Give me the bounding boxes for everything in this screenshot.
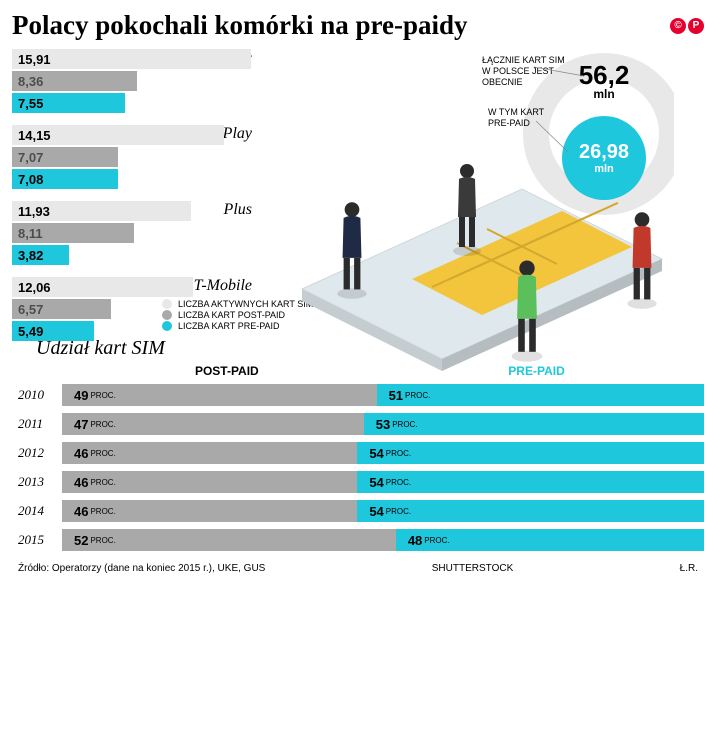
publisher-logo: © P: [670, 18, 704, 34]
bar-value: 14,15: [18, 128, 51, 143]
bar-prepaid: 7,55: [12, 93, 125, 113]
bar-value: 3,82: [18, 248, 43, 263]
bar-postpaid: 8,36: [12, 71, 137, 91]
bar-value: 8,36: [18, 74, 43, 89]
svg-text:PRE-PAID: PRE-PAID: [488, 118, 530, 128]
bar-value: 7,08: [18, 172, 43, 187]
operator-block: Play14,157,077,08: [12, 125, 252, 189]
share-bar-pre: 54PROC.: [357, 442, 704, 464]
bar-total: 14,15: [12, 125, 224, 145]
share-bar-post: 47PROC.: [62, 413, 364, 435]
svg-text:OBECNIE: OBECNIE: [482, 77, 523, 87]
logo-right: P: [688, 18, 704, 34]
share-bar-post: 46PROC.: [62, 442, 357, 464]
bar-prepaid: 7,08: [12, 169, 118, 189]
share-row: 201552PROC.48PROC.: [12, 527, 704, 553]
share-bar-post: 46PROC.: [62, 471, 357, 493]
footer-source: Źródło: Operatorzy (dane na koniec 2015 …: [18, 563, 265, 574]
share-year: 2010: [12, 387, 62, 403]
svg-text:56,2: 56,2: [579, 60, 630, 90]
svg-text:ŁĄCZNIE KART SIM: ŁĄCZNIE KART SIM: [482, 55, 565, 65]
svg-text:W POLSCE JEST: W POLSCE JEST: [482, 66, 555, 76]
share-bar-pre: 53PROC.: [364, 413, 704, 435]
share-year: 2013: [12, 474, 62, 490]
share-row: 201446PROC.54PROC.: [12, 498, 704, 524]
sim-card-illustration: [262, 129, 682, 389]
share-table: 201049PROC.51PROC. 201147PROC.53PROC. 2012…: [12, 382, 704, 553]
svg-text:W TYM KART: W TYM KART: [488, 107, 545, 117]
bar-value: 5,49: [18, 324, 43, 339]
footer-author: Ł.R.: [680, 563, 698, 574]
share-row: 201246PROC.54PROC.: [12, 440, 704, 466]
share-bar-post: 52PROC.: [62, 529, 396, 551]
bar-prepaid: 5,49: [12, 321, 94, 341]
share-bar-post: 46PROC.: [62, 500, 357, 522]
logo-left: ©: [670, 18, 686, 34]
bar-value: 7,07: [18, 150, 43, 165]
operator-block: T-Mobile12,066,575,49: [12, 277, 252, 341]
footer-credit: SHUTTERSTOCK: [432, 563, 514, 574]
share-year: 2011: [12, 416, 62, 432]
share-year: 2014: [12, 503, 62, 519]
operator-block: Plus11,938,113,82: [12, 201, 252, 265]
bar-value: 12,06: [18, 280, 51, 295]
share-bar-pre: 48PROC.: [396, 529, 704, 551]
share-bar-pre: 54PROC.: [357, 500, 704, 522]
bar-postpaid: 8,11: [12, 223, 134, 243]
bar-postpaid: 6,57: [12, 299, 111, 319]
bar-total: 15,91: [12, 49, 251, 69]
share-bar-post: 49PROC.: [62, 384, 377, 406]
share-row: 201049PROC.51PROC.: [12, 382, 704, 408]
bar-total: 11,93: [12, 201, 191, 221]
share-row: 201147PROC.53PROC.: [12, 411, 704, 437]
share-year: 2012: [12, 445, 62, 461]
share-bar-pre: 54PROC.: [357, 471, 704, 493]
page-title: Polacy pokochali komórki na pre-paidy: [12, 10, 468, 41]
share-row: 201346PROC.54PROC.: [12, 469, 704, 495]
share-year: 2015: [12, 532, 62, 548]
bar-value: 6,57: [18, 302, 43, 317]
bar-value: 11,93: [18, 204, 50, 219]
svg-text:mln: mln: [593, 87, 614, 101]
operator-bars: Orange15,918,367,55Play14,157,077,08Plus…: [12, 49, 252, 353]
bar-postpaid: 7,07: [12, 147, 118, 167]
bar-total: 12,06: [12, 277, 193, 297]
bar-prepaid: 3,82: [12, 245, 69, 265]
bar-value: 8,11: [18, 226, 43, 241]
operator-block: Orange15,918,367,55: [12, 49, 252, 113]
share-bar-pre: 51PROC.: [377, 384, 704, 406]
bar-value: 15,91: [18, 52, 51, 67]
bar-value: 7,55: [18, 96, 43, 111]
